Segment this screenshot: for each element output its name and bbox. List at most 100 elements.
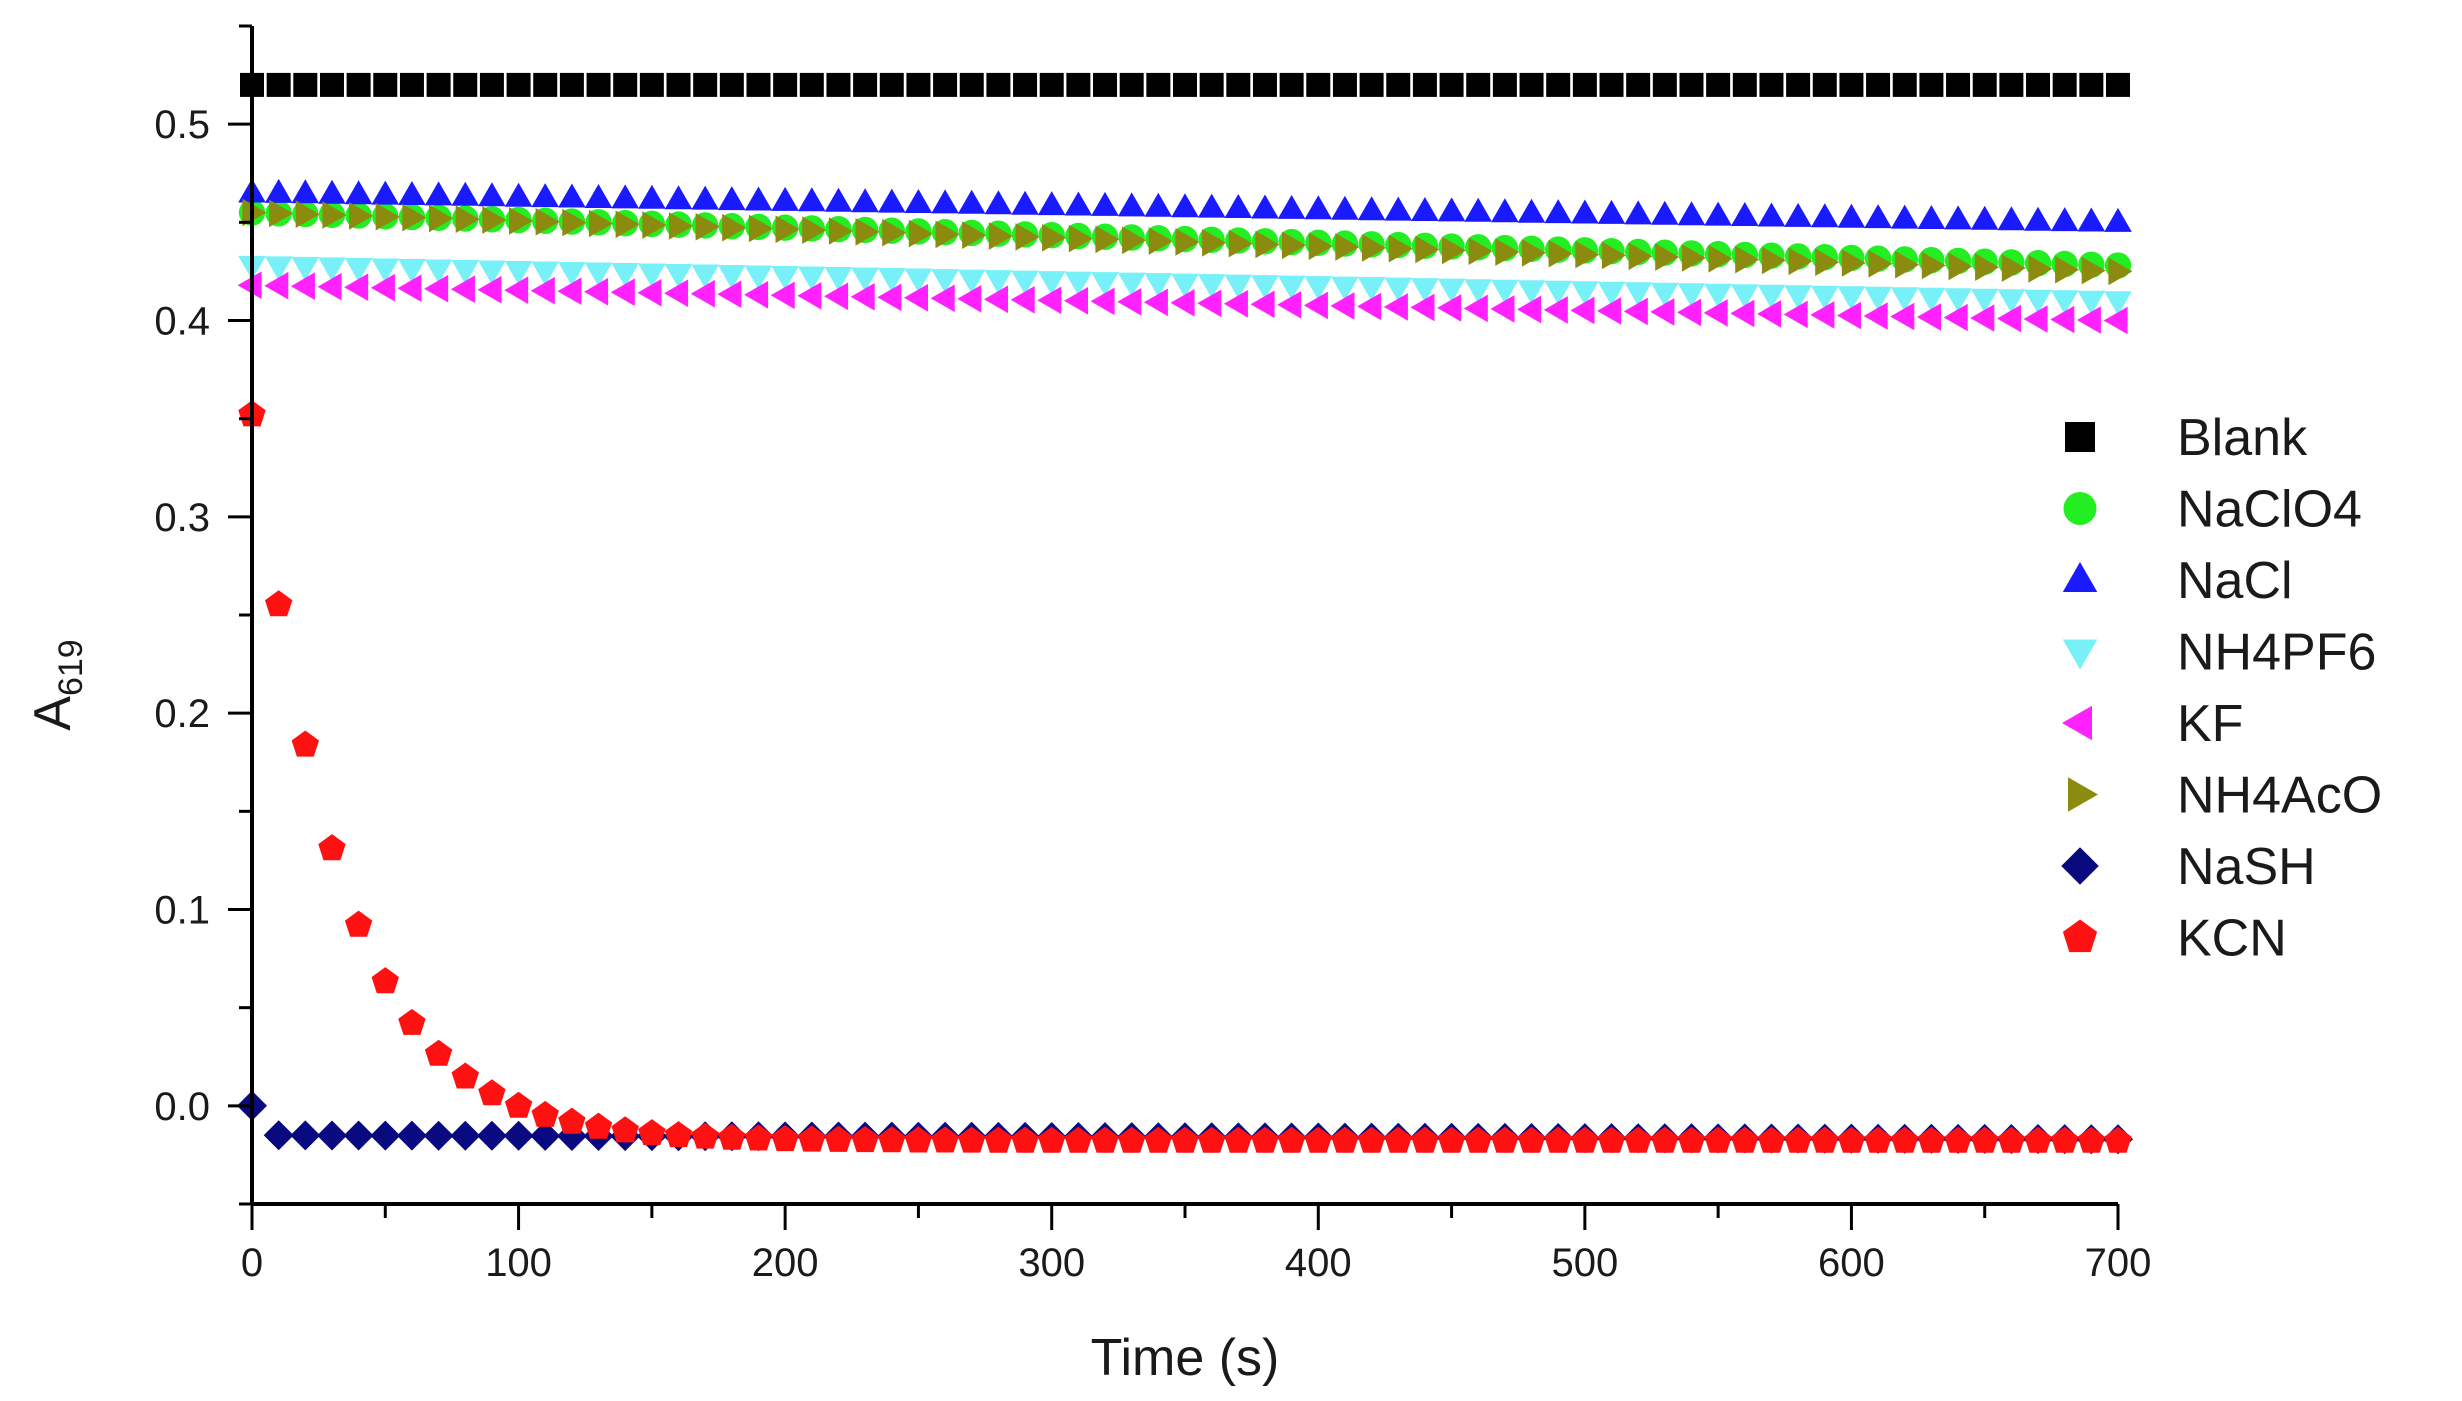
data-point: [1332, 72, 1357, 97]
data-point: [1224, 1126, 1252, 1153]
data-point: [1437, 278, 1466, 303]
data-point: [2028, 255, 2053, 283]
data-point: [423, 1120, 454, 1151]
data-point: [1837, 203, 1866, 228]
data-point: [2076, 306, 2101, 334]
data-point: [931, 1126, 959, 1153]
data-point: [1997, 289, 2026, 314]
data-point: [1117, 288, 1142, 316]
data-point: [933, 72, 958, 97]
x-axis: 0 100 200 300 400 500 600 700: [241, 1202, 2151, 1285]
data-point: [1863, 302, 1888, 330]
data-point: [1703, 299, 1728, 327]
legend-item: KF: [2062, 695, 2243, 753]
data-point: [1037, 271, 1066, 296]
data-point: [613, 72, 638, 97]
data-point: [1735, 245, 1760, 274]
data-point: [2077, 1126, 2105, 1153]
data-point: [959, 72, 984, 97]
data-point: [1970, 304, 1995, 332]
data-point: [1761, 246, 1786, 275]
data-point: [1543, 296, 1568, 324]
y-tick-label: 0.4: [154, 300, 210, 344]
data-point: [851, 267, 879, 292]
data-point: [1122, 226, 1147, 255]
data-point: [1143, 288, 1168, 317]
data-point: [717, 280, 742, 308]
data-point: [1837, 301, 1861, 330]
data-point: [718, 186, 746, 211]
data-point: [1626, 72, 1651, 97]
data-point: [1064, 1126, 1093, 1153]
data-point: [242, 198, 267, 227]
data-point: [879, 72, 904, 97]
data-point: [531, 183, 559, 208]
data-point: [1921, 251, 1946, 280]
data-point: [1277, 194, 1306, 219]
data-point: [424, 274, 449, 303]
data-point: [748, 214, 773, 243]
plot-area: [237, 72, 2133, 1155]
data-point: [1544, 1126, 1572, 1153]
data-point: [371, 967, 399, 994]
data-point: [506, 72, 531, 97]
data-point: [375, 202, 400, 231]
data-point: [1651, 282, 1679, 307]
data-point: [1197, 289, 1222, 318]
data-point: [771, 1125, 799, 1152]
data-point: [1864, 286, 1892, 311]
data-point: [1757, 284, 1786, 309]
data-point: [851, 1126, 879, 1153]
legend-marker: [2065, 422, 2095, 452]
data-point: [318, 834, 346, 861]
data-point: [1279, 72, 1304, 97]
data-point: [398, 259, 426, 283]
data-point: [237, 271, 262, 299]
data-point: [1306, 72, 1331, 97]
data-point: [1946, 72, 1971, 97]
data-point: [1304, 195, 1333, 220]
series-nh4pf6: [238, 255, 2132, 316]
data-point: [1117, 192, 1146, 217]
y-axis: 0.0 0.1 0.2 0.3 0.4 0.5: [154, 24, 254, 1206]
data-point: [1944, 205, 1972, 230]
data-point: [1277, 1126, 1306, 1153]
data-point: [824, 187, 853, 212]
data-point: [1597, 199, 1626, 224]
data-point: [1304, 1126, 1332, 1153]
data-point: [1335, 233, 1360, 261]
data-point: [1011, 190, 1039, 215]
data-point: [504, 276, 529, 304]
data-point: [1890, 302, 1915, 331]
y-tick-label: 0.1: [154, 889, 210, 933]
data-point: [962, 221, 987, 249]
data-point: [1891, 1126, 1919, 1153]
data-point: [1415, 235, 1440, 264]
data-point: [984, 285, 1008, 314]
data-point: [904, 1126, 933, 1153]
data-point: [798, 1125, 826, 1152]
data-point: [1784, 285, 1812, 310]
data-point: [1917, 287, 1946, 312]
legend-label: Blank: [2177, 409, 2308, 467]
x-tick-label: 400: [1285, 1241, 1352, 1285]
data-point: [396, 1120, 427, 1151]
data-point: [1868, 250, 1893, 278]
data-point: [1677, 298, 1702, 327]
data-point: [1943, 303, 1968, 332]
data-point: [1013, 72, 1038, 97]
data-point: [1304, 276, 1333, 301]
data-point: [530, 1120, 561, 1151]
data-point: [1308, 232, 1333, 260]
series-nacl: [238, 178, 2132, 232]
data-point: [2050, 290, 2079, 315]
data-point: [1437, 294, 1462, 322]
data-point: [611, 184, 639, 209]
data-point: [1731, 1126, 1759, 1153]
data-point: [503, 1120, 534, 1151]
data-point: [744, 281, 769, 309]
data-point: [904, 268, 933, 293]
data-point: [718, 265, 746, 289]
data-point: [1463, 294, 1488, 323]
data-point: [588, 209, 613, 238]
